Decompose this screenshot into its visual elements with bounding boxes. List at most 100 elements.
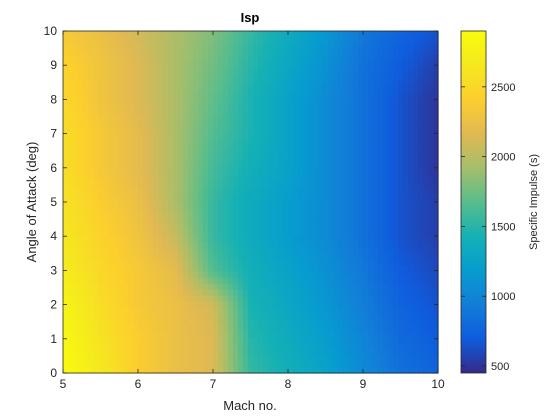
- heatmap-cell: [148, 283, 154, 290]
- heatmap-cell: [363, 175, 369, 182]
- heatmap-cell: [368, 313, 374, 320]
- heatmap-cell: [253, 169, 259, 176]
- heatmap-cell: [123, 211, 129, 218]
- heatmap-cell: [253, 199, 259, 206]
- heatmap-cell: [303, 307, 309, 314]
- heatmap-cell: [183, 151, 189, 158]
- heatmap-cell: [163, 85, 169, 92]
- heatmap-cell: [93, 73, 99, 80]
- heatmap-cell: [168, 325, 174, 332]
- heatmap-cell: [383, 229, 389, 236]
- heatmap-cell: [173, 133, 179, 140]
- heatmap-cell: [93, 151, 99, 158]
- heatmap-cell: [308, 187, 314, 194]
- heatmap-cell: [108, 67, 114, 74]
- heatmap-cell: [368, 133, 374, 140]
- heatmap-cell: [248, 343, 254, 350]
- heatmap-cell: [93, 313, 99, 320]
- heatmap-cell: [268, 241, 274, 248]
- heatmap-cell: [323, 229, 329, 236]
- heatmap-cell: [363, 229, 369, 236]
- heatmap-cell: [228, 361, 234, 368]
- heatmap-cell: [343, 349, 349, 356]
- heatmap-cell: [238, 55, 244, 62]
- x-tick-label: 10: [431, 377, 445, 391]
- heatmap-cell: [278, 97, 284, 104]
- heatmap-cell: [158, 361, 164, 368]
- heatmap-cell: [238, 187, 244, 194]
- heatmap-cell: [428, 169, 434, 176]
- heatmap-cell: [393, 133, 399, 140]
- heatmap-cell: [88, 313, 94, 320]
- heatmap-cell: [63, 271, 69, 278]
- heatmap-cell: [93, 43, 99, 50]
- heatmap-cell: [163, 193, 169, 200]
- heatmap-cell: [368, 121, 374, 128]
- heatmap-cell: [68, 31, 74, 38]
- heatmap-cell: [403, 67, 409, 74]
- heatmap-cell: [418, 277, 424, 284]
- heatmap-cell: [133, 211, 139, 218]
- heatmap-cell: [63, 103, 69, 110]
- heatmap-cell: [198, 193, 204, 200]
- heatmap-cell: [88, 361, 94, 368]
- heatmap-cell: [323, 307, 329, 314]
- heatmap-cell: [308, 97, 314, 104]
- heatmap-cell: [223, 277, 229, 284]
- heatmap-cell: [83, 217, 89, 224]
- heatmap-cell: [78, 259, 84, 266]
- heatmap-cell: [413, 97, 419, 104]
- heatmap-cell: [358, 307, 364, 314]
- heatmap-cell: [388, 157, 394, 164]
- heatmap-cell: [313, 295, 319, 302]
- heatmap-cell: [93, 229, 99, 236]
- heatmap-cell: [253, 217, 259, 224]
- heatmap-cell: [153, 289, 159, 296]
- heatmap-cell: [218, 307, 224, 314]
- heatmap-cell: [373, 337, 379, 344]
- heatmap-cell: [333, 271, 339, 278]
- heatmap-cell: [278, 115, 284, 122]
- heatmap-cell: [258, 115, 264, 122]
- heatmap-cell: [158, 79, 164, 86]
- heatmap-cell: [228, 217, 234, 224]
- heatmap-cell: [388, 307, 394, 314]
- heatmap-cell: [328, 91, 334, 98]
- heatmap-cell: [238, 337, 244, 344]
- heatmap-cell: [238, 91, 244, 98]
- heatmap-cell: [98, 331, 104, 338]
- heatmap-cell: [148, 229, 154, 236]
- heatmap-cell: [333, 181, 339, 188]
- heatmap-cell: [223, 157, 229, 164]
- heatmap-cell: [198, 163, 204, 170]
- heatmap-cell: [268, 223, 274, 230]
- heatmap-cell: [298, 283, 304, 290]
- heatmap-cell: [83, 97, 89, 104]
- heatmap-cell: [73, 325, 79, 332]
- heatmap-cell: [333, 205, 339, 212]
- heatmap-cell: [423, 103, 429, 110]
- heatmap-cell: [408, 175, 414, 182]
- heatmap-cell: [293, 307, 299, 314]
- heatmap-cell: [153, 229, 159, 236]
- heatmap-cell: [93, 331, 99, 338]
- heatmap-cell: [393, 367, 399, 374]
- heatmap-cell: [333, 109, 339, 116]
- heatmap-cell: [353, 79, 359, 86]
- heatmap-cell: [258, 295, 264, 302]
- heatmap-cell: [393, 43, 399, 50]
- heatmap-cell: [143, 307, 149, 314]
- heatmap-cell: [148, 91, 154, 98]
- heatmap-cell: [388, 259, 394, 266]
- heatmap-cell: [198, 31, 204, 38]
- heatmap-cell: [358, 247, 364, 254]
- heatmap-cell: [268, 367, 274, 374]
- heatmap-cell: [338, 211, 344, 218]
- heatmap-cell: [193, 319, 199, 326]
- heatmap-cell: [268, 103, 274, 110]
- heatmap-cell: [388, 343, 394, 350]
- heatmap-cell: [308, 235, 314, 242]
- heatmap-cell: [398, 217, 404, 224]
- heatmap-cell: [353, 277, 359, 284]
- heatmap-cell: [298, 55, 304, 62]
